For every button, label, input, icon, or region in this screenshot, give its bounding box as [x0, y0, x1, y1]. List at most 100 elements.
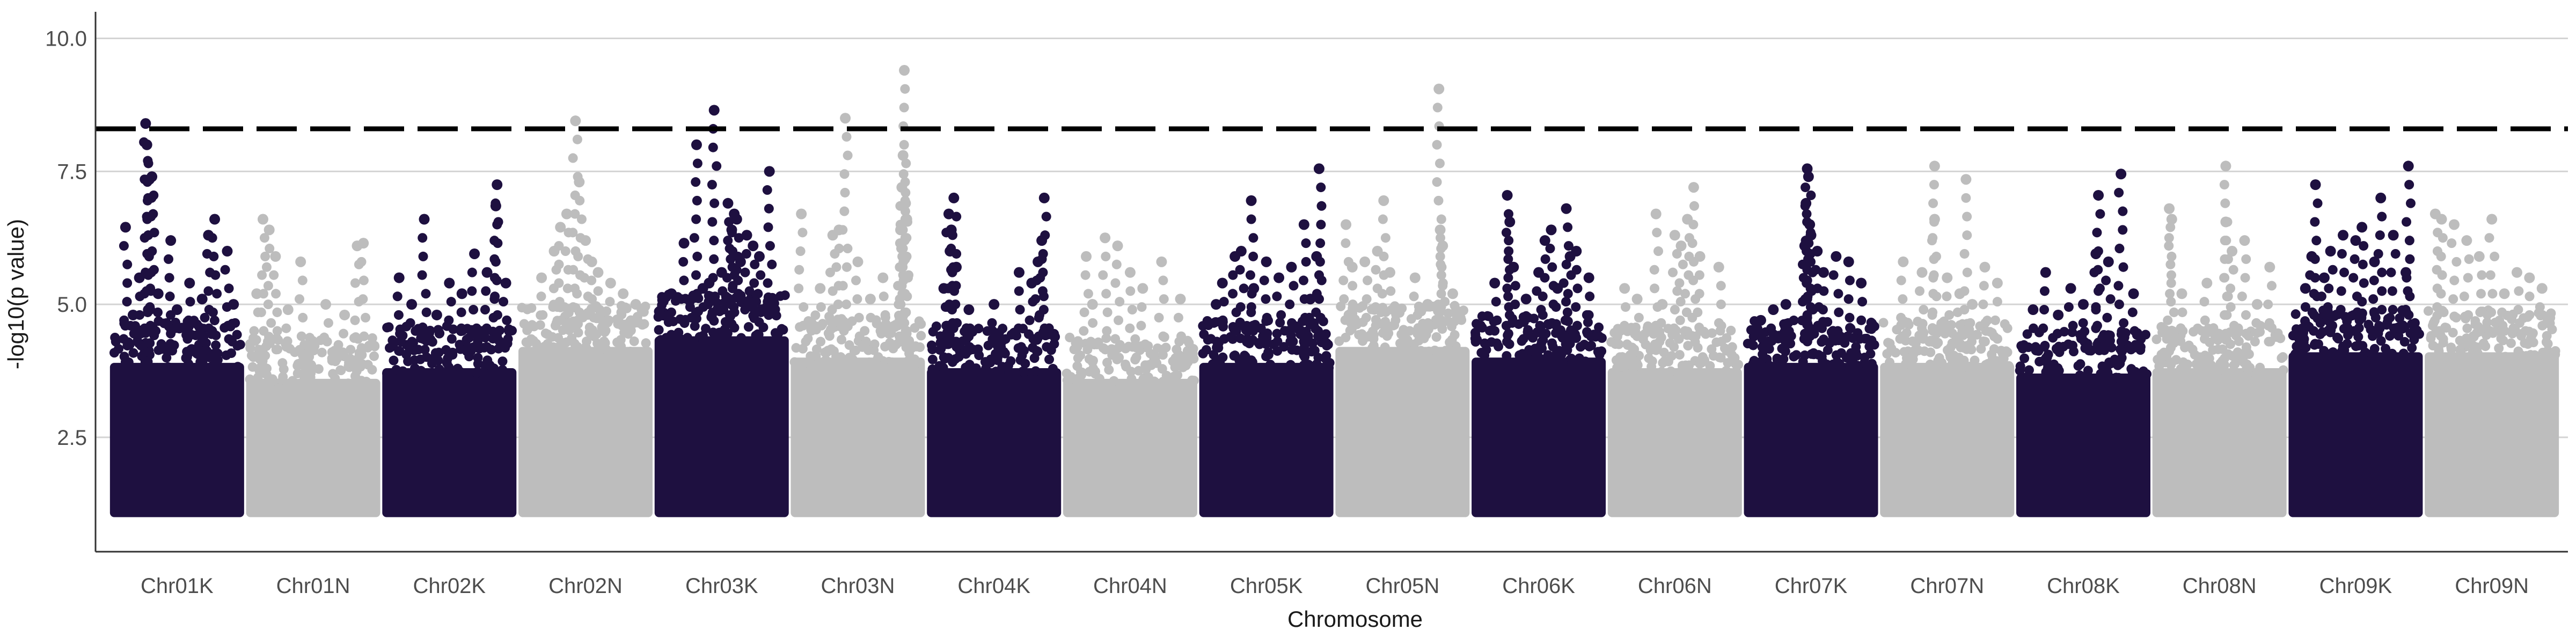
snp-point	[1668, 267, 1678, 277]
snp-point	[2404, 180, 2414, 190]
snp-point	[2309, 289, 2319, 299]
snp-point	[2229, 360, 2239, 370]
snp-point	[1174, 350, 1184, 360]
snp-point	[2387, 286, 2397, 296]
snp-point	[2091, 323, 2101, 333]
snp-point	[1503, 209, 1513, 219]
snp-peak-point	[1384, 267, 1395, 278]
snp-peak-point	[1036, 235, 1048, 246]
snp-point	[493, 343, 503, 354]
snp-point	[2220, 198, 2230, 208]
snp-peak-point	[1954, 288, 1965, 299]
snp-point	[1363, 275, 1373, 286]
snp-point	[456, 367, 466, 377]
snp-point	[1268, 339, 1278, 349]
snp-point	[187, 344, 197, 354]
snp-point	[1898, 294, 1908, 304]
snp-peak-point	[144, 174, 155, 185]
snp-point	[384, 322, 394, 332]
snp-point	[1502, 283, 1512, 294]
snp-point	[2319, 346, 2329, 356]
snp-point	[1517, 349, 1527, 359]
snp-point	[676, 294, 686, 304]
snp-point	[1584, 310, 1594, 320]
snp-point	[343, 378, 353, 389]
snp-point	[1140, 339, 1150, 349]
snp-point	[2091, 305, 2101, 315]
snp-point	[548, 302, 558, 312]
snp-point	[791, 343, 801, 353]
snp-point	[2485, 270, 2496, 280]
snp-point	[1857, 297, 1868, 307]
snp-point	[2377, 267, 2387, 277]
snp-point	[616, 335, 626, 345]
snp-point	[548, 342, 558, 352]
snp-point	[1674, 350, 1685, 360]
snp-point	[2307, 307, 2317, 317]
dense-snp-block	[1199, 363, 1334, 517]
snp-peak-point	[561, 208, 572, 219]
snp-point	[1945, 352, 1956, 362]
snp-point	[1962, 211, 1972, 222]
snp-point	[866, 312, 876, 323]
snp-point	[428, 357, 438, 367]
x-tick-label: Chr06N	[1638, 574, 1712, 598]
snp-point	[446, 297, 456, 307]
snp-point	[2250, 336, 2260, 347]
snp-point	[1436, 233, 1446, 243]
snp-point	[159, 318, 169, 328]
snp-point	[625, 346, 635, 356]
snp-point	[272, 307, 282, 317]
snp-point	[964, 342, 975, 352]
snp-point	[1678, 259, 1688, 269]
snp-point	[1371, 265, 1381, 275]
snp-peak-point	[2028, 304, 2039, 316]
snp-point	[493, 368, 503, 378]
snp-point	[1805, 323, 1815, 333]
snp-point	[1979, 281, 1989, 291]
snp-point	[2484, 233, 2494, 243]
snp-point	[887, 357, 897, 368]
snp-point	[499, 297, 509, 307]
snp-point	[339, 328, 349, 339]
snp-point	[841, 131, 852, 142]
snp-point	[1561, 259, 1571, 269]
snp-point	[1670, 305, 1680, 315]
snp-point	[712, 161, 722, 171]
snp-point	[1806, 349, 1817, 359]
snp-point	[726, 336, 736, 346]
snp-point	[1272, 328, 1282, 339]
snp-point	[629, 336, 639, 346]
snp-point	[1419, 333, 1429, 343]
snp-point	[1633, 360, 1643, 370]
snp-point	[1707, 344, 1717, 354]
snp-peak-point	[574, 177, 585, 188]
snp-point	[1300, 340, 1310, 350]
snp-peak-point	[678, 238, 690, 249]
snp-point	[1556, 349, 1567, 360]
snp-point	[569, 339, 580, 349]
snp-point	[726, 254, 736, 264]
snp-point	[2486, 307, 2497, 317]
dense-snp-block	[654, 336, 789, 517]
snp-point	[1845, 312, 1855, 323]
snp-point	[2000, 319, 2010, 329]
snp-point	[2455, 335, 2465, 346]
snp-point	[1916, 323, 1927, 333]
snp-point	[1547, 262, 1557, 272]
snp-point	[2264, 368, 2274, 378]
snp-peak-point	[938, 283, 949, 294]
snp-point	[295, 294, 305, 304]
snp-peak-point	[1967, 299, 1978, 310]
snp-point	[2398, 348, 2409, 358]
snp-point	[1261, 331, 1271, 341]
snp-point	[899, 103, 909, 113]
snp-point	[1695, 358, 1705, 369]
snp-point	[1261, 294, 1271, 304]
dense-snp-block	[518, 347, 653, 517]
snp-point	[1733, 360, 1744, 370]
snp-point	[224, 283, 234, 294]
snp-peak-point	[716, 267, 727, 278]
snp-point	[576, 214, 587, 224]
